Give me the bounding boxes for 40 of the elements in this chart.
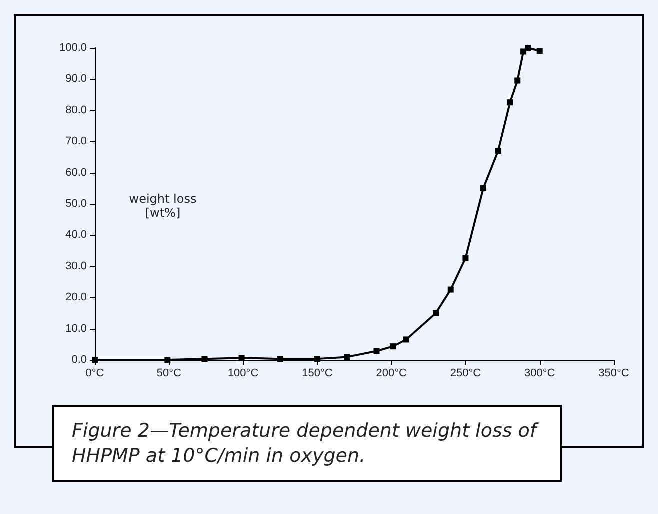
point — [480, 185, 487, 192]
y-tick-label: 40.0 — [66, 229, 87, 242]
x-tick-label: 0°C — [86, 368, 104, 380]
point — [536, 48, 543, 54]
y-tick-label: 50.0 — [66, 198, 87, 210]
y-tick-label: 70.0 — [66, 136, 87, 148]
point — [374, 348, 380, 354]
point — [164, 357, 171, 363]
y-tick-label: 30.0 — [66, 260, 87, 272]
point — [202, 356, 208, 362]
x-tick-label: 200°C — [376, 368, 407, 380]
x-tick-label: 100°C — [228, 368, 259, 380]
y-tick-label: 60.0 — [66, 166, 87, 179]
point — [495, 148, 502, 154]
point — [514, 78, 521, 84]
caption: Figure 2—Temperature dependent weight loss of HHPMP at 10°C/min in oxygen. — [52, 405, 562, 482]
point — [92, 357, 98, 363]
y-tick-label: 100.0 — [59, 42, 87, 54]
point — [314, 356, 320, 362]
point — [403, 336, 410, 343]
x-tick-label: 300°C — [524, 368, 556, 380]
point — [524, 45, 531, 51]
y-tick-label: 90.0 — [66, 73, 87, 86]
point — [277, 356, 284, 362]
x-tick-label: 150°C — [302, 368, 333, 380]
point — [448, 286, 454, 293]
y-axis-title: weight loss [wt%] — [118, 192, 208, 220]
x-tick-label: 350°C — [598, 368, 630, 380]
y-tick-label: 20.0 — [66, 292, 87, 304]
point — [433, 310, 440, 316]
x-tick-label: 50°C — [156, 368, 182, 380]
y-tick-label: 80.0 — [66, 104, 87, 116]
x-tick-label: 250°C — [450, 368, 482, 380]
point — [507, 100, 514, 106]
y-tick-label: 0.0 — [72, 354, 87, 366]
point — [462, 255, 469, 262]
point — [390, 344, 396, 350]
point — [238, 355, 245, 362]
point — [344, 354, 350, 360]
y-tick-label: 10.0 — [66, 322, 87, 335]
